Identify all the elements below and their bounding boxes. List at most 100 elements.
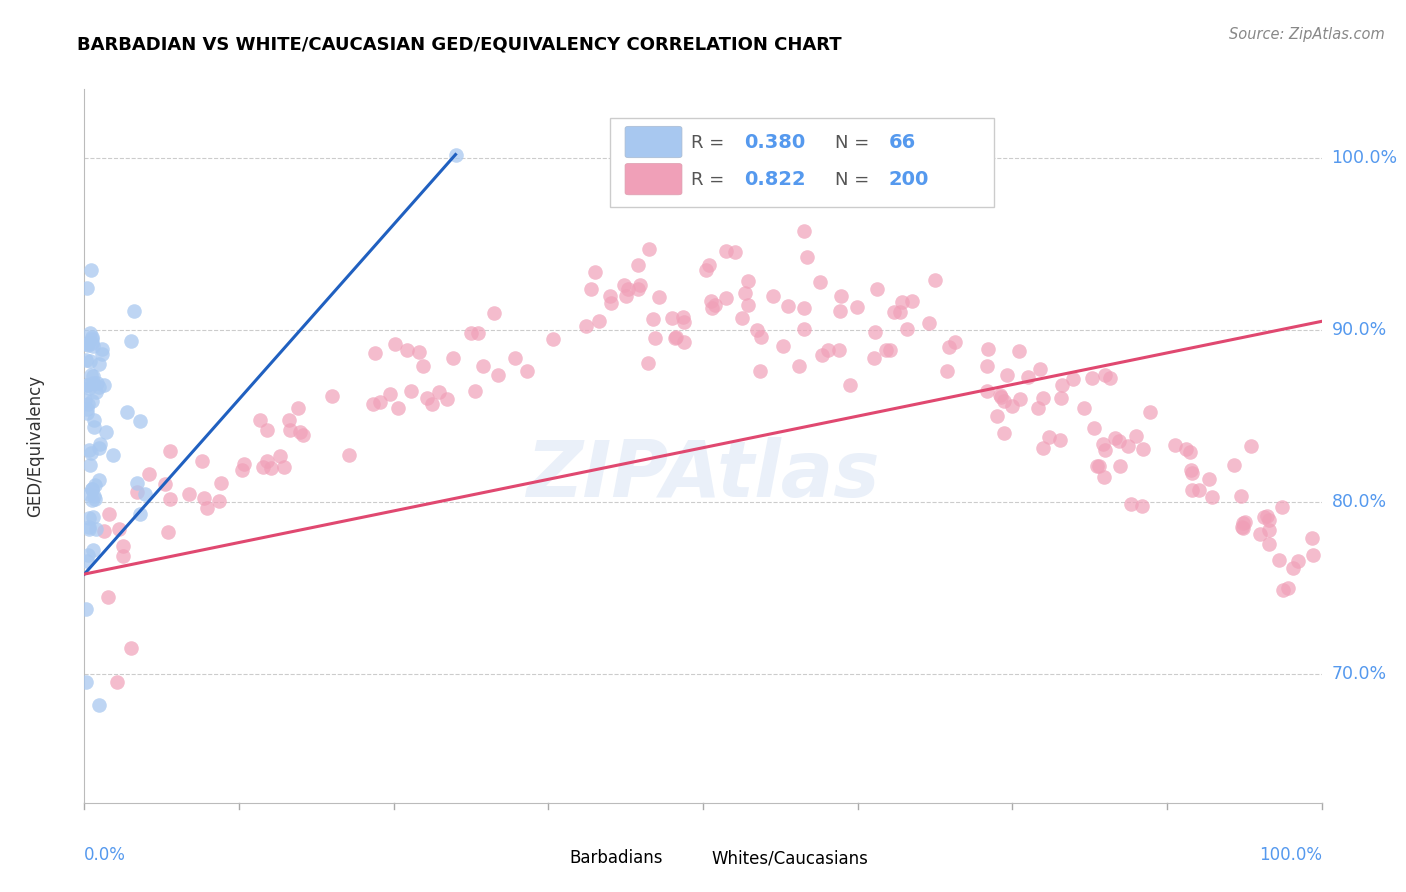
Point xyxy=(122,304,145,318)
Point xyxy=(77,338,100,352)
Point xyxy=(378,386,401,401)
Point xyxy=(76,378,98,392)
Point xyxy=(734,286,756,301)
Point xyxy=(863,351,886,366)
Point xyxy=(80,394,103,409)
Point xyxy=(97,590,120,604)
Point xyxy=(291,428,314,442)
Point xyxy=(77,520,100,534)
Point xyxy=(1233,515,1256,529)
Point xyxy=(193,491,215,505)
Point xyxy=(890,295,912,310)
Point xyxy=(924,273,946,287)
Point xyxy=(1109,458,1132,473)
Point xyxy=(93,524,115,539)
Point xyxy=(672,334,695,349)
Point xyxy=(1271,583,1294,598)
Point xyxy=(1223,458,1246,472)
Point xyxy=(441,351,464,365)
Point xyxy=(111,539,134,553)
Point xyxy=(361,397,384,411)
Point xyxy=(77,522,100,536)
Point xyxy=(156,525,179,540)
Point xyxy=(1050,378,1073,392)
Text: 70.0%: 70.0% xyxy=(1331,665,1386,683)
Point xyxy=(1116,439,1139,453)
Point xyxy=(277,412,299,426)
Point xyxy=(1257,523,1279,537)
Point xyxy=(290,425,312,439)
Point xyxy=(697,258,720,272)
Point xyxy=(796,250,818,264)
Point xyxy=(231,463,253,477)
Point xyxy=(460,326,482,340)
Point xyxy=(1249,527,1271,541)
Point xyxy=(1099,371,1122,385)
Point xyxy=(1198,472,1220,486)
Point xyxy=(207,494,229,508)
Point xyxy=(1181,467,1204,481)
Point xyxy=(846,300,869,314)
Point xyxy=(1073,401,1095,415)
Point xyxy=(269,449,291,463)
Point xyxy=(1301,531,1323,545)
Point xyxy=(75,392,97,407)
Point xyxy=(103,448,125,462)
Point xyxy=(1253,509,1275,524)
Point xyxy=(1187,483,1209,497)
Point xyxy=(748,364,770,378)
Point xyxy=(661,310,683,325)
Text: 100.0%: 100.0% xyxy=(1331,149,1398,167)
Text: GED/Equivalency: GED/Equivalency xyxy=(25,375,44,517)
Point xyxy=(516,364,538,378)
Point xyxy=(1232,516,1254,531)
Point xyxy=(1001,399,1024,413)
Point xyxy=(1017,369,1039,384)
Point xyxy=(731,311,754,326)
Point xyxy=(77,442,100,457)
Point xyxy=(120,334,142,348)
Point xyxy=(889,305,911,319)
Point xyxy=(638,242,661,256)
Point xyxy=(749,330,772,344)
Point xyxy=(195,500,218,515)
Point xyxy=(155,476,177,491)
Point xyxy=(789,359,811,373)
Point xyxy=(80,332,103,346)
Point xyxy=(232,458,254,472)
Point xyxy=(177,486,200,500)
Point xyxy=(287,401,309,415)
Point xyxy=(77,336,100,351)
Point xyxy=(252,459,274,474)
Point xyxy=(1094,368,1116,382)
Point xyxy=(112,549,135,563)
Point xyxy=(91,347,114,361)
Point xyxy=(75,353,97,368)
Point xyxy=(84,384,107,399)
Point xyxy=(579,282,602,296)
Point xyxy=(883,305,905,319)
Point xyxy=(125,475,148,490)
Point xyxy=(75,601,97,615)
Point xyxy=(1302,548,1324,562)
Point xyxy=(1094,443,1116,458)
Point xyxy=(600,295,623,310)
Point xyxy=(986,409,1008,423)
Point xyxy=(76,402,98,417)
Point xyxy=(1104,431,1126,445)
Point xyxy=(977,342,1000,356)
Point xyxy=(129,507,152,521)
Point xyxy=(76,554,98,568)
Point xyxy=(1049,433,1071,447)
Point xyxy=(1232,521,1254,535)
Point xyxy=(1267,553,1289,567)
Point xyxy=(938,340,960,354)
Point xyxy=(1271,500,1294,514)
Point xyxy=(673,315,696,329)
Point xyxy=(672,310,695,325)
Point xyxy=(84,478,107,492)
Point xyxy=(704,298,727,312)
Point xyxy=(714,244,737,258)
Point xyxy=(1026,401,1049,415)
Point xyxy=(863,325,886,339)
